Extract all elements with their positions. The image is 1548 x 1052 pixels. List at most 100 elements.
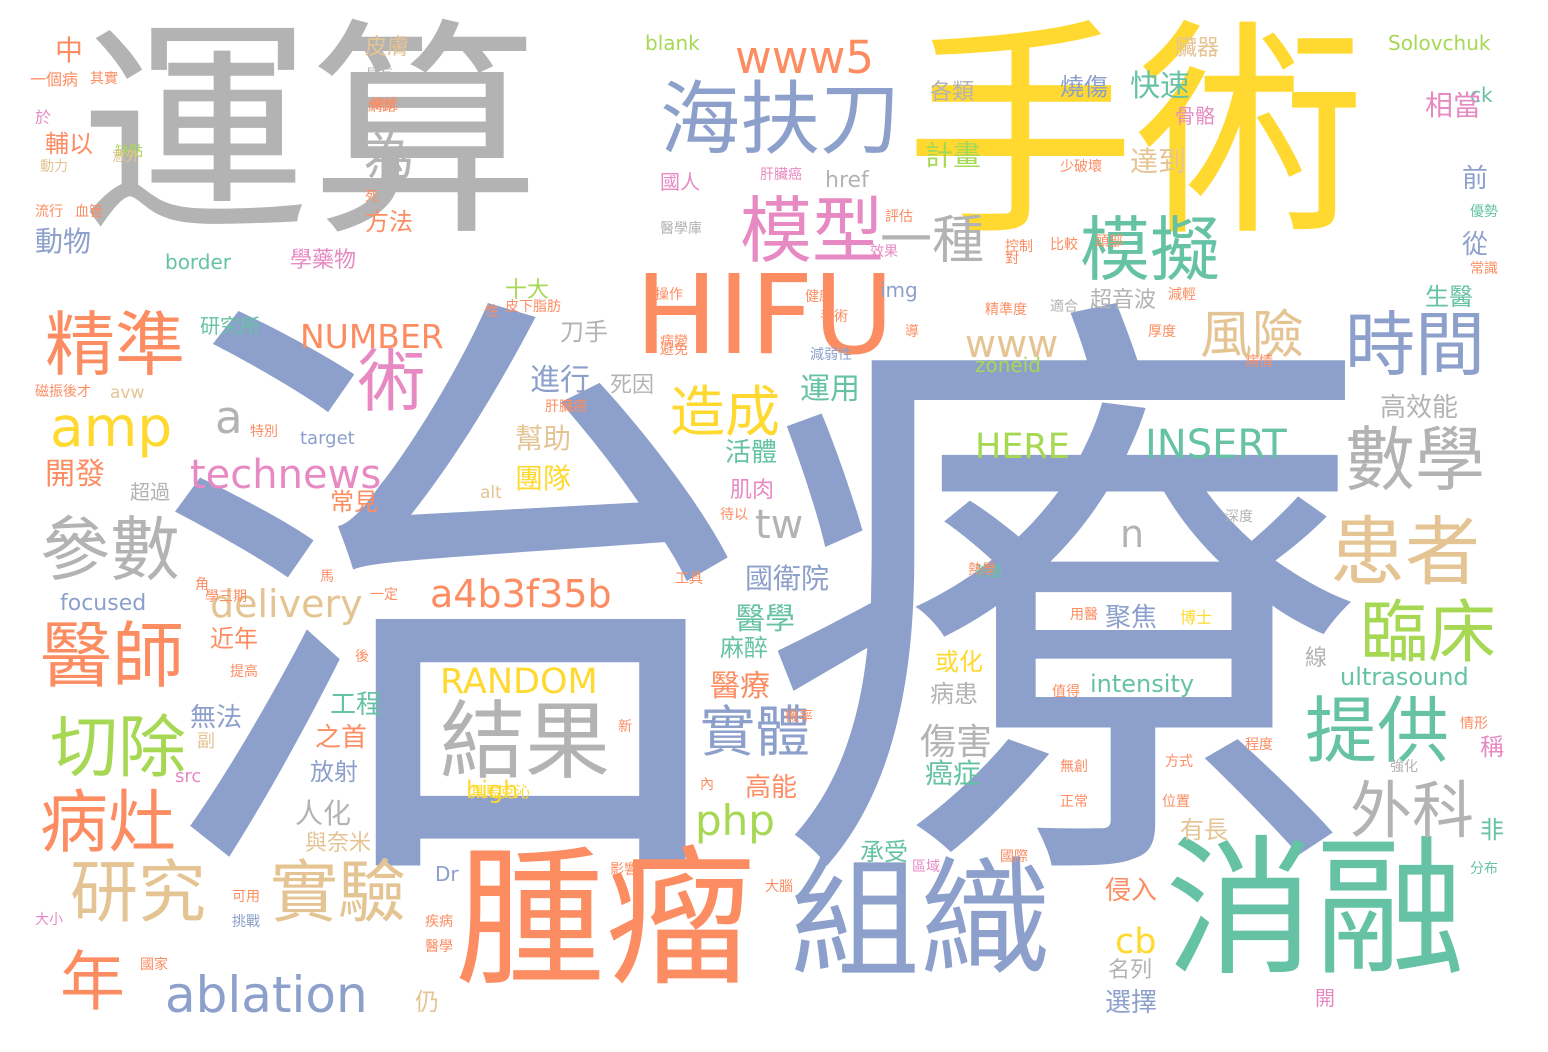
word-76: 動物 — [35, 225, 92, 258]
word-165: 正常 — [1060, 794, 1088, 810]
word-43: 為 — [356, 130, 414, 180]
word-162: 強化 — [1390, 759, 1418, 775]
word-134: 國家 — [140, 957, 168, 973]
word-182: 手術 — [820, 309, 848, 325]
word-156: 頭部 — [1095, 234, 1123, 250]
word-198: 避免 — [660, 342, 688, 358]
word-193: 角 — [195, 577, 209, 593]
word-40: php — [695, 796, 775, 845]
word-126: 一個病 — [30, 70, 79, 89]
word-18: 參數 — [40, 509, 180, 591]
word-118: 輔以 — [45, 130, 93, 158]
word-174: 提高 — [230, 664, 258, 680]
word-119: 具馬克沁 — [470, 783, 531, 801]
word-16: 外科 — [1350, 774, 1475, 847]
word-136: 其實 — [90, 71, 118, 87]
word-163: 方式 — [1165, 754, 1193, 770]
word-9: 模擬 — [1080, 209, 1220, 291]
word-111: 名列 — [1108, 958, 1153, 983]
word-153: 厚度 — [1148, 324, 1176, 340]
word-131: 肝臟癌 — [760, 167, 802, 183]
word-176: 醫學 — [425, 939, 453, 955]
word-132: 肝臟癌 — [545, 399, 587, 415]
word-105: 放射 — [310, 758, 358, 786]
word-149: 常識 — [1470, 261, 1498, 277]
word-1: 運算 — [80, 1, 541, 268]
word-137: 動力 — [40, 159, 68, 175]
word-28: 造成 — [670, 380, 781, 444]
word-49: href — [825, 168, 869, 193]
word-127: 於 — [35, 108, 52, 127]
word-172: 學三期 — [205, 589, 247, 605]
word-31: www5 — [735, 31, 875, 84]
word-62: ultrasound — [1340, 663, 1469, 691]
word-130: 用醫 — [1070, 607, 1098, 623]
word-157: 工具 — [675, 571, 703, 587]
word-179: 病變 — [660, 334, 688, 350]
word-117: 國人 — [660, 170, 700, 194]
word-180: 減弱性 — [810, 347, 852, 363]
word-51: border — [165, 250, 232, 274]
word-78: 學藥物 — [290, 248, 357, 273]
word-140: 流行 — [35, 204, 63, 220]
word-191: 內 — [700, 777, 714, 793]
word-88: 開發 — [45, 457, 105, 492]
word-129: 博士 — [1180, 608, 1213, 627]
word-138: 傳統 — [370, 97, 398, 113]
word-72: 前 — [1462, 164, 1489, 194]
word-79: 十大 — [505, 278, 550, 303]
word-87: 活體 — [725, 438, 778, 468]
word-61: intensity — [1090, 670, 1195, 698]
word-196: 比較 — [1050, 237, 1078, 253]
word-60: ck — [1470, 83, 1493, 107]
word-52: zoneid — [975, 353, 1041, 377]
word-135: 磁振後才 — [35, 384, 91, 400]
word-155: 熱量 — [975, 564, 1003, 580]
word-17: 結果 — [440, 693, 611, 792]
word-7: 海扶刀 — [660, 73, 900, 166]
word-143: 評估 — [885, 209, 913, 225]
word-0: 治療 — [150, 250, 1370, 960]
word-6: 消融 — [1165, 823, 1466, 997]
word-21: 病灶 — [40, 784, 177, 863]
word-141: 血管 — [75, 204, 103, 220]
word-106: 人化 — [295, 797, 352, 830]
word-188: 特別 — [250, 424, 278, 440]
word-64: 皮膚 — [365, 35, 410, 60]
word-125: 分布 — [1470, 861, 1498, 877]
word-178: 待以 — [720, 507, 748, 523]
word-56: focused — [60, 591, 147, 616]
word-82: 進行 — [530, 363, 590, 398]
word-44: 一種 — [880, 211, 985, 271]
word-41: tw — [755, 502, 804, 548]
word-57: src — [175, 766, 202, 787]
word-145: 健康 — [805, 289, 833, 305]
word-197: 意外 — [112, 149, 140, 165]
word-77: 方法 — [365, 208, 413, 236]
word-63: 中 — [55, 34, 84, 67]
word-13: 患者 — [1330, 508, 1481, 596]
word-68: 燒傷 — [1060, 73, 1108, 101]
word-169: 大腦 — [765, 879, 793, 895]
word-19: 醫師 — [40, 614, 185, 698]
word-98: 病患 — [930, 680, 978, 708]
word-194: 馬 — [320, 569, 334, 585]
word-10: 精準 — [45, 304, 185, 386]
word-171: 疾病 — [425, 914, 453, 930]
word-24: 年 — [60, 945, 126, 1020]
word-54: avw — [110, 383, 145, 403]
word-29: 風險 — [1200, 306, 1305, 366]
word-83: 運用 — [800, 372, 860, 407]
word-93: 醫學 — [735, 602, 795, 637]
word-144: 效果 — [870, 244, 898, 260]
word-166: 無創 — [1060, 759, 1088, 775]
word-39: NUMBER — [300, 317, 444, 356]
word-122: 線 — [1305, 646, 1328, 671]
word-109: 有長 — [1180, 816, 1228, 844]
word-152: 減輕 — [1168, 287, 1196, 303]
word-175: 熱學 — [968, 562, 996, 578]
word-55: alt — [480, 483, 502, 503]
word-95: 近年 — [210, 625, 258, 653]
word-12: 數學 — [1345, 419, 1485, 501]
word-81: 研究所 — [200, 314, 260, 338]
